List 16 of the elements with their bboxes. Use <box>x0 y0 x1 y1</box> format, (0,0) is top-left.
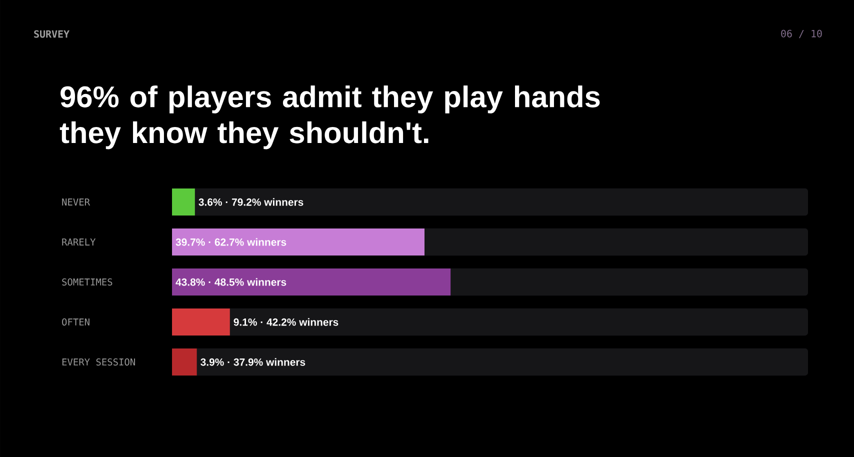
chart-title: 96% of players admit they play hands they know they shouldn't. <box>60 86 600 150</box>
y-tick-label: NEVER <box>62 198 90 206</box>
y-tick-label: EVERY SESSION <box>62 358 135 366</box>
y-tick-label: SOMETIMES <box>62 278 112 286</box>
y-tick-label: OFTEN <box>62 318 90 326</box>
bar <box>172 188 195 216</box>
text: 06 / 10 <box>781 30 822 38</box>
data-label: 39.7% · 62.7% winners <box>176 238 286 246</box>
data-label: 3.6% · 79.2% winners <box>198 198 304 206</box>
data-label: 9.1% · 42.2% winners <box>234 318 338 326</box>
text: SURVEY <box>34 30 70 38</box>
bar <box>172 348 197 376</box>
y-tick-label: RARELY <box>62 238 96 246</box>
data-label: 43.8% · 48.5% winners <box>176 278 286 286</box>
bar <box>172 308 230 336</box>
data-label: 3.9% · 37.9% winners <box>200 358 306 366</box>
